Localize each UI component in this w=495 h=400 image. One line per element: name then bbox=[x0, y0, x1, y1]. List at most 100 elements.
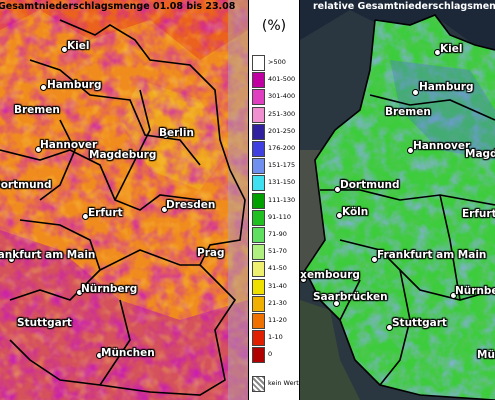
city-dot bbox=[386, 324, 393, 331]
legend-swatch bbox=[252, 141, 265, 157]
legend-label: 71-90 bbox=[268, 230, 287, 238]
city-dot bbox=[434, 49, 441, 56]
city-label-hamburg: Hamburg bbox=[419, 81, 474, 93]
city-label-nuernberg: Nürnberg bbox=[81, 283, 138, 295]
legend-row: 401-500 bbox=[252, 72, 300, 89]
city-dot bbox=[35, 146, 42, 153]
city-label-magdeburg: Magdeburg bbox=[465, 148, 495, 160]
legend-label: >500 bbox=[268, 58, 286, 66]
legend-label: 51-70 bbox=[268, 247, 287, 256]
city-label-dortmund: Dortmund bbox=[340, 179, 400, 191]
legend-swatch bbox=[252, 330, 265, 347]
legend-row: 176-200 bbox=[252, 141, 300, 157]
legend-row: 201-250 bbox=[252, 123, 300, 140]
city-label-muenchen: München bbox=[477, 349, 495, 361]
legend-row: 11-20 bbox=[252, 313, 300, 329]
legend-swatch bbox=[252, 209, 265, 226]
left-map-canvas bbox=[0, 0, 248, 400]
legend-swatch bbox=[252, 89, 265, 106]
legend-swatch bbox=[252, 347, 265, 364]
city-label-bremen: Bremen bbox=[385, 106, 431, 118]
legend-swatch bbox=[252, 227, 265, 243]
legend-row: 21-30 bbox=[252, 295, 300, 312]
legend-label: 91-110 bbox=[268, 212, 292, 221]
legend-row: >500 bbox=[252, 55, 300, 71]
legend-row-nodata: kein Wert bbox=[252, 376, 300, 392]
legend-row: 301-400 bbox=[252, 89, 300, 106]
city-label-frankfurt: Frankfurt am Main bbox=[377, 249, 487, 261]
city-dot bbox=[40, 84, 47, 91]
legend-row: 151-175 bbox=[252, 158, 300, 175]
city-dot bbox=[450, 292, 457, 299]
city-label-saarbruecken: Saarbrücken bbox=[313, 291, 388, 303]
city-dot bbox=[61, 46, 68, 53]
city-label-stuttgart: Stuttgart bbox=[17, 317, 72, 329]
legend-swatch bbox=[252, 261, 265, 278]
city-label-magdeburg: Magdeburg bbox=[89, 149, 157, 161]
city-label-erfurt: Erfurt bbox=[462, 208, 495, 220]
city-dot bbox=[334, 186, 341, 193]
city-dot bbox=[300, 276, 307, 283]
legend-label-nodata: kein Wert bbox=[268, 379, 299, 387]
legend-label: 301-400 bbox=[268, 92, 296, 101]
city-label-muenchen: München bbox=[101, 347, 155, 359]
legend-label: 131-150 bbox=[268, 178, 296, 187]
city-dot bbox=[76, 289, 83, 296]
legend-label: 1-10 bbox=[268, 333, 283, 342]
city-label-hamburg: Hamburg bbox=[47, 79, 102, 91]
legend-swatch bbox=[252, 106, 265, 123]
legend-swatch bbox=[252, 244, 265, 261]
city-dot bbox=[96, 352, 103, 359]
city-label-frankfurt: Frankfurt am Main bbox=[0, 249, 96, 261]
city-label-hannover: Hannover bbox=[40, 139, 98, 151]
city-label-berlin: Berlin bbox=[159, 127, 194, 139]
legend-swatch bbox=[252, 192, 265, 209]
relative-precipitation-map[interactable]: relative Gesamtniederschlagsmenge Kiel H… bbox=[300, 0, 495, 400]
legend-label: 151-175 bbox=[268, 161, 296, 170]
legend-label: 111-130 bbox=[268, 195, 296, 204]
city-dot bbox=[162, 132, 169, 139]
city-label-nuernberg: Nürnberg bbox=[455, 285, 495, 297]
city-label-luxembourg: Luxembourg bbox=[300, 269, 360, 281]
city-label-kiel: Kiel bbox=[67, 40, 90, 52]
legend-swatch bbox=[252, 175, 265, 192]
city-dot bbox=[412, 89, 419, 96]
legend-row: 1-10 bbox=[252, 330, 300, 347]
city-label-hannover: Hannover bbox=[413, 140, 471, 152]
city-dot bbox=[161, 206, 168, 213]
legend-swatch bbox=[252, 55, 265, 71]
legend-swatch bbox=[252, 313, 265, 329]
legend-swatch bbox=[252, 295, 265, 312]
city-dot bbox=[371, 256, 378, 263]
legend-label: 176-200 bbox=[268, 144, 296, 152]
legend-row: 71-90 bbox=[252, 227, 300, 243]
legend-row: 31-40 bbox=[252, 278, 300, 295]
city-dot bbox=[82, 213, 89, 220]
legend-row: 131-150 bbox=[252, 175, 300, 192]
legend-row: 91-110 bbox=[252, 209, 300, 226]
right-state-borders bbox=[304, 14, 495, 400]
city-label-dortmund: Dortmund bbox=[0, 179, 52, 191]
legend-label: 0 bbox=[268, 350, 273, 359]
legend-swatch-nodata bbox=[252, 376, 265, 392]
city-label-erfurt: Erfurt bbox=[88, 207, 123, 219]
legend-label: 21-30 bbox=[268, 298, 287, 307]
legend-swatch bbox=[252, 158, 265, 175]
legend-row: 251-300 bbox=[252, 106, 300, 123]
city-label-kiel: Kiel bbox=[440, 43, 463, 55]
city-label-stuttgart: Stuttgart bbox=[392, 317, 447, 329]
legend-row: 0 bbox=[252, 347, 300, 364]
legend-label: 251-300 bbox=[268, 109, 296, 118]
city-label-prag: Prag bbox=[197, 247, 225, 259]
right-map-title: relative Gesamtniederschlagsmenge bbox=[313, 1, 495, 12]
legend-swatch bbox=[252, 123, 265, 140]
city-label-dresden: Dresden bbox=[166, 199, 216, 211]
city-dot bbox=[407, 147, 414, 154]
legend-row: 51-70 bbox=[252, 244, 300, 261]
absolute-precipitation-map[interactable]: Gesamtniederschlagsmenge 01.08 bis 23.08… bbox=[0, 0, 248, 400]
legend-label: 201-250 bbox=[268, 126, 296, 135]
city-label-koeln: Köln bbox=[342, 206, 369, 218]
legend-label: 11-20 bbox=[268, 316, 287, 324]
city-dot bbox=[8, 256, 15, 263]
legend-label: 401-500 bbox=[268, 75, 296, 84]
